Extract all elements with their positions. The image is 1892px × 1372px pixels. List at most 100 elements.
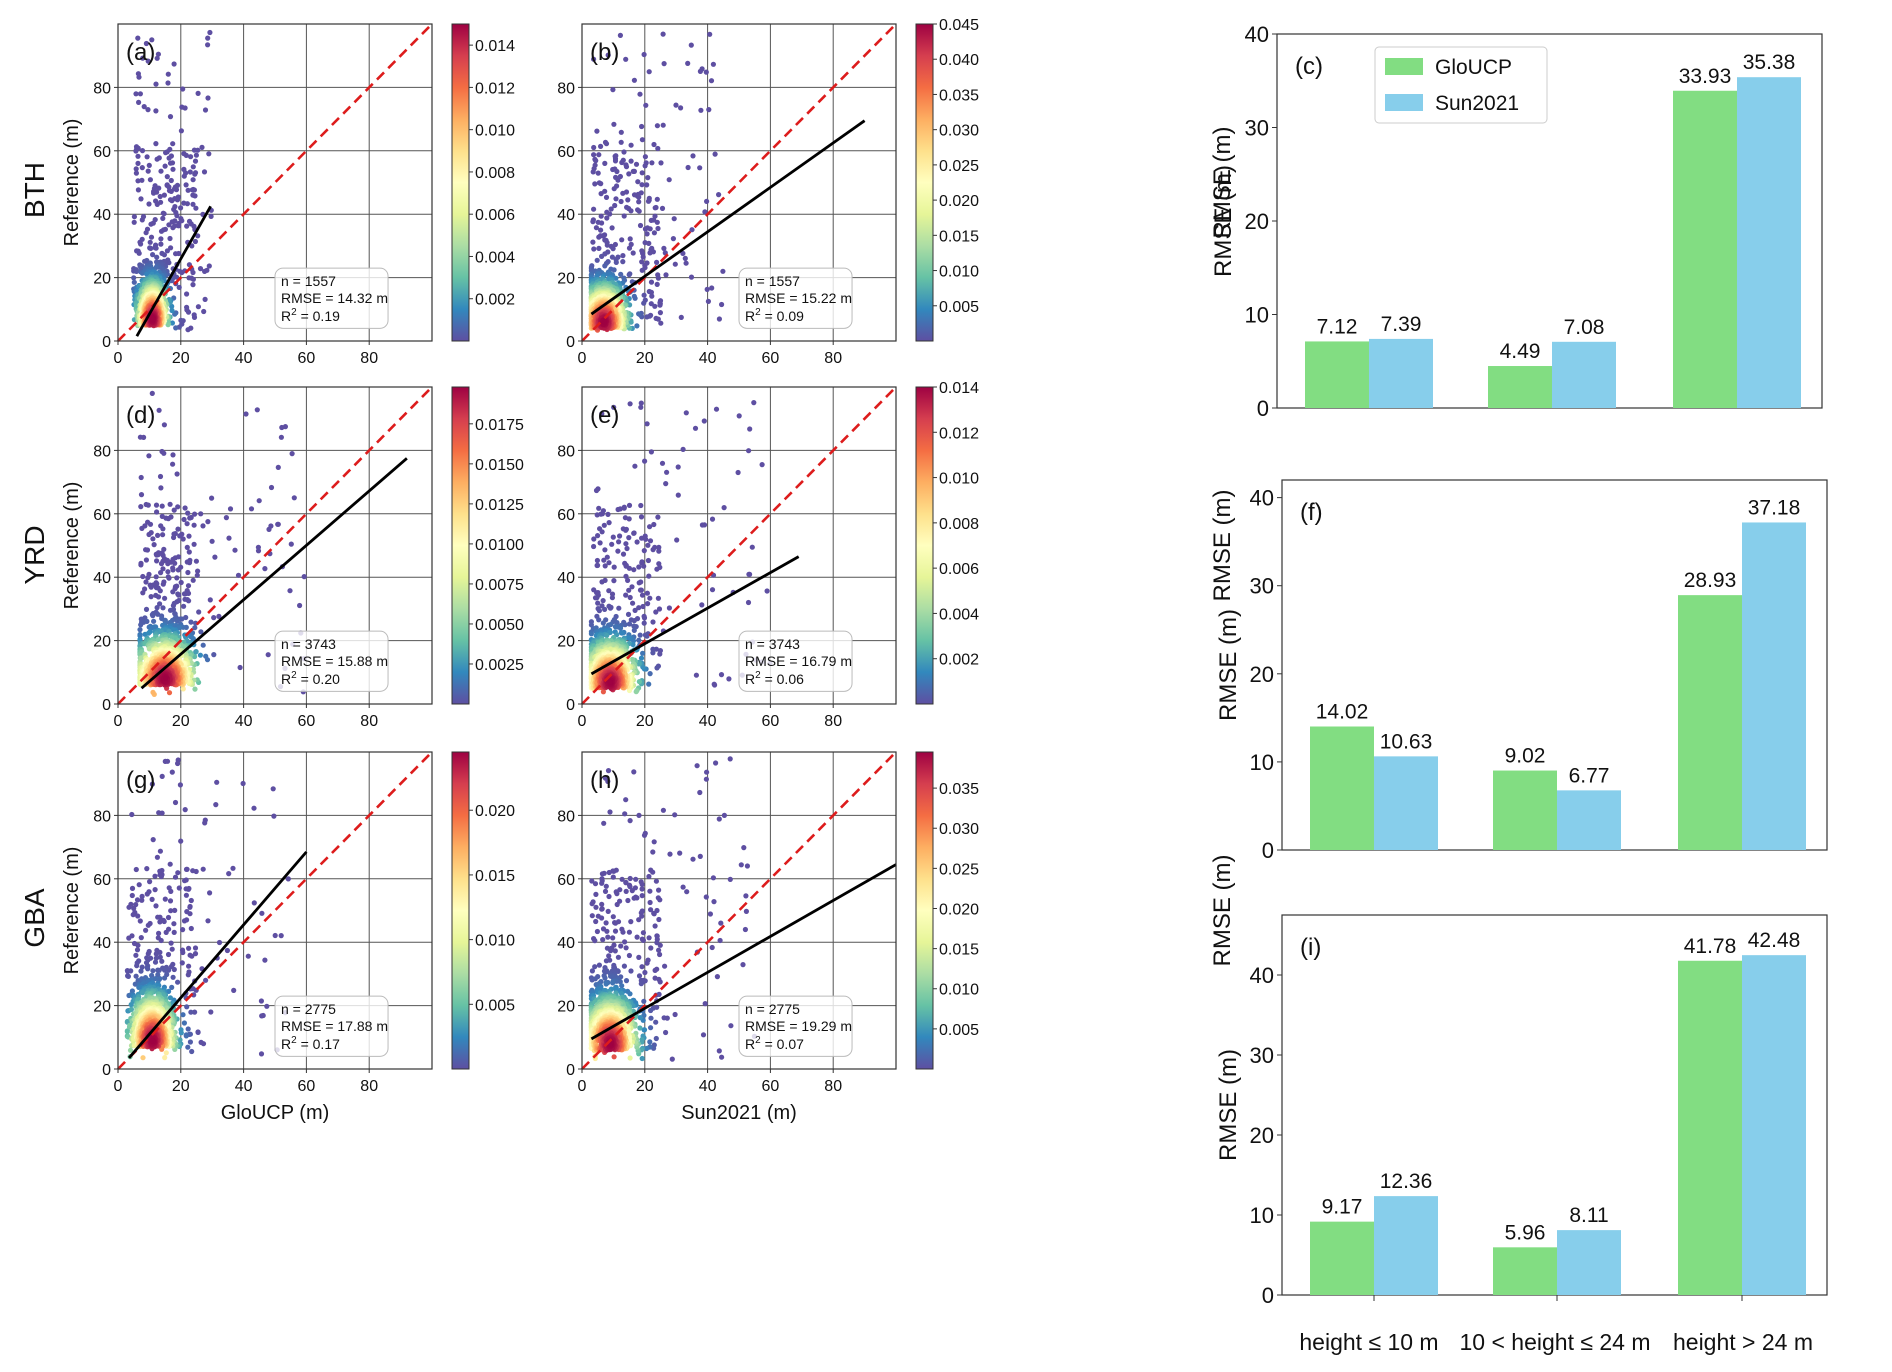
scatter-point (136, 882, 142, 888)
scatter-point (201, 308, 207, 315)
scatter-point (190, 192, 196, 198)
scatter-point (593, 487, 600, 494)
scatter-point (129, 811, 135, 818)
scatter-point (153, 245, 159, 251)
x-tick-label: 80 (360, 350, 378, 367)
scatter-point (657, 310, 664, 316)
scatter-point (207, 597, 213, 603)
scatter-point (618, 129, 624, 135)
scatter-point (651, 141, 657, 148)
scatter-point (661, 61, 667, 67)
scatter-point (609, 225, 615, 231)
colorbar-tick-label: 0.0175 (475, 417, 524, 434)
y-tick-label: 80 (557, 443, 575, 460)
scatter-point (660, 122, 666, 128)
scatter-point (638, 502, 644, 509)
scatter-point (641, 563, 647, 569)
scatter-point (176, 885, 182, 891)
scatter-point (205, 35, 211, 41)
scatter-point (639, 535, 645, 541)
stats-rmse: RMSE = 16.79 m (745, 653, 852, 669)
scatter-point (626, 535, 632, 541)
scatter-point (610, 246, 616, 252)
scatter-point (177, 268, 183, 274)
colorbar-tick-label: 0.010 (939, 471, 979, 488)
scatter-point (200, 866, 206, 872)
scatter-point (670, 236, 677, 242)
scatter-point (131, 275, 137, 281)
scatter-point (644, 590, 651, 596)
scatter-point (602, 547, 608, 553)
colorbar-tick-label: 0.006 (939, 561, 979, 578)
scatter-point (631, 192, 638, 198)
scatter-point (161, 211, 167, 217)
scatter-point (646, 681, 652, 687)
scatter-point (178, 128, 184, 134)
scatter-point (704, 198, 710, 204)
scatter-point (171, 921, 177, 927)
scatter-point (138, 196, 144, 202)
stats-r2: R2 = 0.09 (745, 307, 804, 324)
scatter-point (178, 579, 184, 586)
scatter-point (747, 426, 753, 432)
scatter-point (195, 304, 201, 310)
y-tick-label: 0 (102, 334, 111, 351)
scatter-point (148, 221, 154, 227)
scatter-point (133, 166, 139, 172)
scatter-point (604, 242, 610, 248)
scatter-point (654, 665, 660, 671)
y-tick-label: 60 (93, 144, 111, 161)
scatter-point (183, 886, 189, 892)
scatter-point (158, 485, 164, 491)
scatter-point (147, 177, 153, 183)
stats-rmse: RMSE = 14.32 m (281, 290, 388, 306)
scatter-point (138, 562, 144, 568)
scatter-point (168, 177, 174, 184)
scatter-point (185, 583, 192, 589)
scatter-point (146, 162, 152, 168)
scatter-point (604, 215, 610, 221)
scatter-point (256, 498, 262, 504)
scatter-point (619, 630, 625, 636)
scatter-point (607, 605, 614, 611)
scatter-point (171, 534, 177, 541)
scatter-point (138, 492, 145, 498)
scatter-point (610, 534, 616, 540)
scatter-point (627, 594, 633, 601)
scatter-point (641, 51, 647, 58)
scatter-point (262, 957, 268, 963)
scatter-point (155, 967, 161, 973)
scatter-point (599, 220, 605, 226)
scatter-point (600, 620, 606, 626)
scatter-point (183, 892, 189, 898)
scatter-point (649, 160, 655, 166)
scatter-point (193, 558, 199, 564)
scatter-point (617, 32, 624, 39)
scatter-point (594, 557, 601, 564)
scatter-point (149, 37, 155, 43)
scatter-point (262, 566, 268, 572)
scatter-point (154, 254, 160, 260)
scatter-point (614, 168, 620, 175)
scatter-point (698, 107, 704, 113)
scatter-point (191, 541, 197, 547)
scatter-point (188, 619, 194, 625)
x-tick-label: 0 (578, 350, 587, 367)
scatter-point (202, 296, 208, 302)
scatter-point (647, 524, 653, 530)
scatter-point (617, 625, 624, 631)
scatter-point (162, 163, 168, 169)
scatter-point (693, 672, 700, 678)
scatter-point (213, 802, 219, 808)
scatter-point (626, 272, 632, 278)
scatter-point (678, 105, 684, 111)
scatter-point (160, 605, 166, 611)
scatter-point (135, 178, 141, 184)
scatter-point (636, 580, 642, 586)
y-tick-label: 0 (566, 334, 575, 351)
scatter-point (178, 205, 184, 211)
scatter-point (143, 606, 150, 613)
scatter-point (638, 514, 645, 520)
scatter-point (184, 559, 190, 565)
scatter-point (605, 52, 611, 58)
